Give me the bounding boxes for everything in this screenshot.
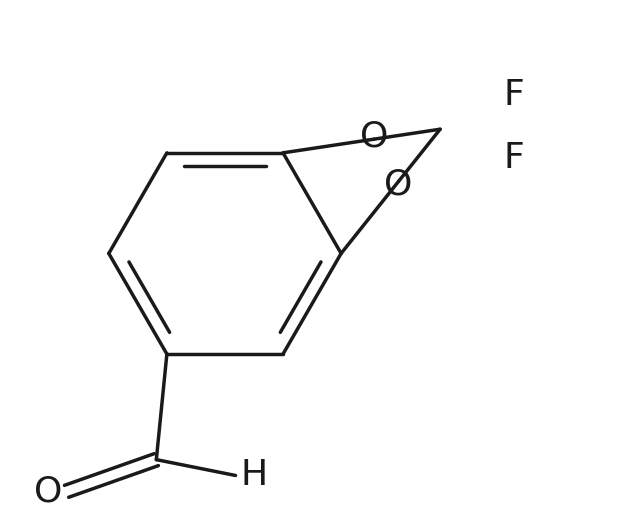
Text: F: F	[504, 78, 524, 112]
Text: F: F	[504, 142, 524, 175]
Text: O: O	[34, 474, 62, 508]
Text: O: O	[385, 167, 413, 201]
Text: H: H	[241, 458, 268, 493]
Text: O: O	[360, 119, 388, 154]
